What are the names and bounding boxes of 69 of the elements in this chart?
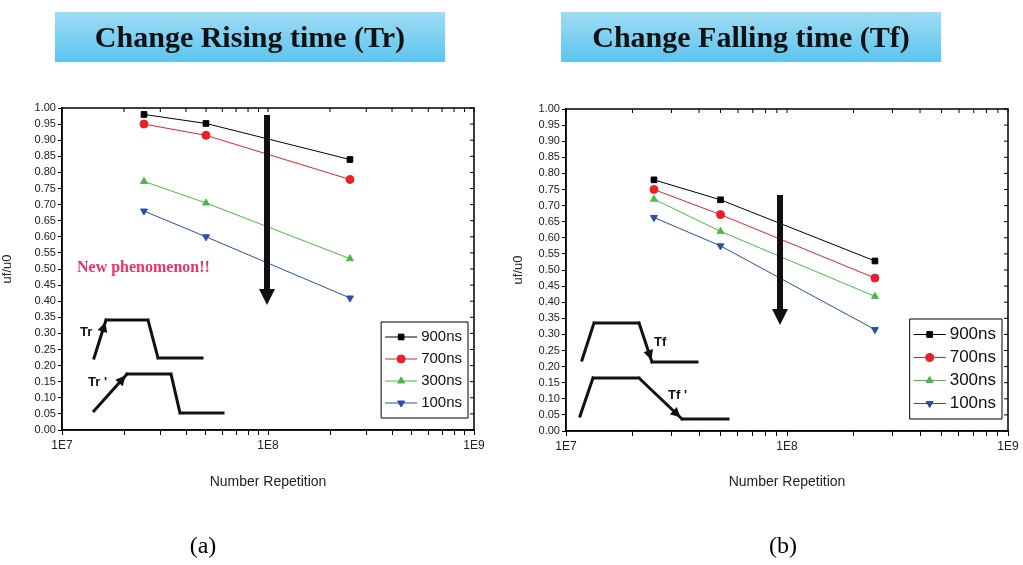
y-tick-label: 0.15 bbox=[538, 375, 560, 388]
x-tick-label: 1E9 bbox=[997, 438, 1019, 453]
y-tick-label: 1.00 bbox=[538, 102, 560, 115]
text: (a) bbox=[189, 532, 217, 559]
legend-label: 900ns bbox=[421, 327, 463, 345]
y-tick-label: 0.00 bbox=[538, 424, 560, 437]
y-tick-label: 0.20 bbox=[34, 358, 56, 371]
y-tick-label: 0.25 bbox=[34, 342, 56, 355]
y-tick-label: 0.70 bbox=[34, 197, 56, 210]
legend-label: 700ns bbox=[421, 349, 463, 367]
y-tick-label: 0.85 bbox=[538, 150, 560, 163]
y-tick-label: 0.75 bbox=[34, 181, 56, 194]
annotation: Tf ' bbox=[668, 387, 687, 402]
x-axis-title: Number Repetition bbox=[728, 473, 846, 490]
annotation: Tf bbox=[654, 334, 667, 349]
y-tick-label: 0.50 bbox=[34, 262, 56, 275]
y-tick-label: 0.85 bbox=[34, 149, 56, 162]
y-tick-label: 0.10 bbox=[538, 391, 560, 404]
y-axis-title: uf/u0 bbox=[510, 255, 526, 285]
legend-label: 900ns bbox=[949, 324, 997, 344]
legend-label: 700ns bbox=[949, 347, 997, 367]
y-tick-label: 0.80 bbox=[538, 166, 560, 179]
x-tick-label: 1E8 bbox=[257, 437, 279, 452]
y-axis-title: uf/u0 bbox=[0, 254, 15, 284]
annotation: Tr ' bbox=[88, 374, 107, 389]
legend-label: 100ns bbox=[949, 393, 997, 413]
chart-title: Change Rising time (Tr) bbox=[55, 12, 445, 62]
y-tick-label: 0.60 bbox=[538, 230, 560, 243]
y-tick-label: 0.35 bbox=[34, 310, 56, 323]
y-tick-label: 0.95 bbox=[34, 117, 56, 130]
y-tick-label: 0.65 bbox=[538, 214, 560, 227]
y-tick-label: 0.90 bbox=[34, 133, 56, 146]
y-tick-label: 0.00 bbox=[34, 423, 56, 436]
y-tick-label: 0.20 bbox=[538, 359, 560, 372]
y-tick-label: 0.55 bbox=[538, 246, 560, 259]
y-tick-label: 0.40 bbox=[538, 295, 560, 308]
y-tick-label: 0.40 bbox=[34, 294, 56, 307]
y-tick-label: 0.95 bbox=[538, 118, 560, 131]
y-tick-label: 0.05 bbox=[538, 407, 560, 420]
chart-title: Change Falling time (Tf) bbox=[561, 12, 941, 62]
x-tick-label: 1E7 bbox=[555, 438, 577, 453]
y-tick-label: 0.05 bbox=[34, 406, 56, 419]
y-tick-label: 0.30 bbox=[538, 327, 560, 340]
y-tick-label: 0.75 bbox=[538, 182, 560, 195]
legend-label: 300ns bbox=[949, 370, 997, 390]
y-tick-label: 0.25 bbox=[538, 343, 560, 356]
y-tick-label: 1.00 bbox=[34, 101, 56, 114]
y-tick-label: 0.65 bbox=[34, 213, 56, 226]
x-axis-title: Number Repetition bbox=[209, 473, 327, 490]
y-tick-label: 0.60 bbox=[34, 229, 56, 242]
legend-label: 100ns bbox=[421, 393, 463, 411]
y-tick-label: 0.15 bbox=[34, 374, 56, 387]
text: (b) bbox=[769, 532, 797, 559]
legend-label: 300ns bbox=[421, 371, 463, 389]
annotation: New phenomenon!! bbox=[77, 258, 210, 276]
y-tick-label: 0.45 bbox=[538, 279, 560, 292]
y-tick-label: 0.90 bbox=[538, 134, 560, 147]
y-tick-label: 0.50 bbox=[538, 263, 560, 276]
y-tick-label: 0.80 bbox=[34, 165, 56, 178]
x-tick-label: 1E8 bbox=[776, 438, 798, 453]
x-tick-label: 1E7 bbox=[51, 437, 73, 452]
annotation: Tr bbox=[80, 324, 93, 339]
y-tick-label: 0.35 bbox=[538, 311, 560, 324]
y-tick-label: 0.70 bbox=[538, 198, 560, 211]
y-tick-label: 0.45 bbox=[34, 278, 56, 291]
x-tick-label: 1E9 bbox=[463, 437, 485, 452]
y-tick-label: 0.30 bbox=[34, 326, 56, 339]
y-tick-label: 0.55 bbox=[34, 245, 56, 258]
y-tick-label: 0.10 bbox=[34, 390, 56, 403]
